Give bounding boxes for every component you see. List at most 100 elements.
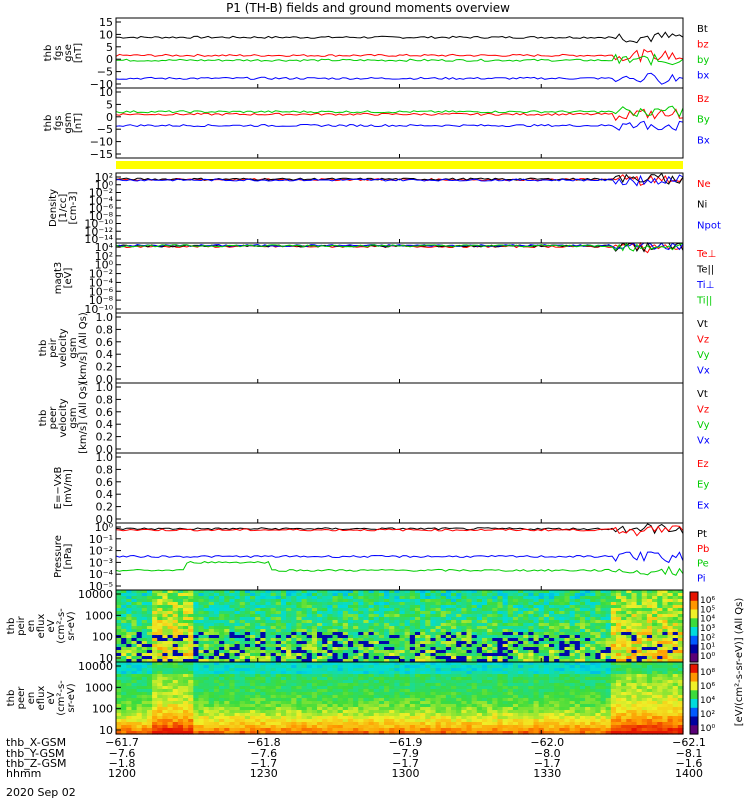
spectrogram-cell <box>487 659 493 663</box>
spectrogram-cell <box>456 728 462 732</box>
spectrogram-cell <box>162 614 169 618</box>
spectrogram-cell <box>208 674 215 678</box>
spectrogram-cell <box>466 611 473 615</box>
spectrogram-cell <box>430 716 437 720</box>
spectrogram-cell <box>420 728 426 732</box>
spectrogram-cell <box>481 599 488 603</box>
spectrogram-cell <box>234 632 241 636</box>
spectrogram-cell <box>188 659 194 663</box>
spectrogram-cell <box>420 722 426 726</box>
spectrogram-cell <box>337 692 344 696</box>
spectrogram-cell <box>193 638 200 642</box>
spectrogram-cell <box>327 671 334 675</box>
spectrogram-cell <box>260 611 267 615</box>
spectrogram-cell <box>538 650 545 654</box>
y-tick-label: 10000 <box>78 588 113 601</box>
spectrogram-cell <box>213 722 220 726</box>
spectrogram-cell <box>574 596 581 600</box>
spectrogram-cell <box>353 602 359 606</box>
spectrogram-cell <box>280 626 287 630</box>
spectrogram-cell <box>399 671 406 675</box>
spectrogram-cell <box>579 635 586 639</box>
spectrogram-cell <box>600 605 607 609</box>
spectrogram-cell <box>554 644 560 648</box>
spectrogram-cell <box>389 626 395 630</box>
spectrogram-cell <box>353 641 359 645</box>
spectrogram-cell <box>126 599 133 603</box>
spectrogram-cell <box>162 659 169 663</box>
spectrogram-cell <box>126 605 133 609</box>
spectrogram-cell <box>445 662 452 666</box>
spectrogram-cell <box>213 596 220 600</box>
spectrogram-cell <box>255 590 261 594</box>
spectrogram-cell <box>414 674 421 678</box>
spectrogram-cell <box>481 644 488 648</box>
spectrogram-cell <box>291 590 297 594</box>
spectrogram-cell <box>167 677 174 681</box>
spectrogram-cell <box>554 623 560 627</box>
spectrogram-cell <box>332 731 339 735</box>
spectrogram-cell <box>306 611 313 615</box>
spectrogram-cell <box>378 605 385 609</box>
spectrogram-cell <box>440 698 447 702</box>
spectrogram-cell <box>213 719 220 723</box>
spectrogram-cell <box>456 647 462 651</box>
spectrogram-cell <box>203 674 210 678</box>
spectrogram-cell <box>296 668 303 672</box>
spectrogram-cell <box>208 683 215 687</box>
spectrogram-cell <box>394 665 401 669</box>
spectrogram-cell <box>502 710 509 714</box>
spectrogram-cell <box>409 707 416 711</box>
spectrogram-cell <box>615 599 622 603</box>
spectrogram-cell <box>260 686 267 690</box>
spectrogram-cell <box>280 620 287 624</box>
spectrogram-cell <box>239 707 246 711</box>
spectrogram-cell <box>425 659 432 663</box>
spectrogram-cell <box>435 668 442 672</box>
spectrogram-cell <box>394 668 401 672</box>
spectrogram-cell <box>378 611 385 615</box>
spectrogram-cell <box>481 596 488 600</box>
spectrogram-cell <box>172 686 179 690</box>
spectrogram-cell <box>322 692 328 696</box>
spectrogram-cell <box>327 632 334 636</box>
spectrogram-cell <box>342 605 349 609</box>
spectrogram-cell <box>280 650 287 654</box>
spectrogram-cell <box>476 731 483 735</box>
spectrogram-cell <box>146 683 153 687</box>
spectrogram-cell <box>394 677 401 681</box>
spectrogram-cell <box>420 701 426 705</box>
spectrogram-cell <box>188 641 194 645</box>
spectrogram-cell <box>219 602 225 606</box>
spectrogram-cell <box>476 671 483 675</box>
spectrogram-cell <box>126 656 133 660</box>
spectrogram-cell <box>208 713 215 717</box>
spectrogram-cell <box>435 608 442 612</box>
spectrogram-cell <box>208 593 215 597</box>
spectrogram-cell <box>146 662 153 666</box>
spectrogram-cell <box>203 644 210 648</box>
spectrogram-cell <box>167 698 174 702</box>
spectrogram-cell <box>667 659 674 663</box>
spectrogram-cell <box>301 731 308 735</box>
spectrogram-cell <box>476 605 483 609</box>
legend-Ti⊥: Ti⊥ <box>696 280 714 291</box>
spectrogram-cell <box>152 617 158 621</box>
spectrogram-cell <box>152 674 158 678</box>
spectrogram-cell <box>512 629 519 633</box>
spectrogram-cell <box>193 698 200 702</box>
spectrogram-cell <box>502 674 509 678</box>
spectrogram-cell <box>116 671 122 675</box>
spectrogram-cell <box>507 620 514 624</box>
spectrogram-cell <box>332 698 339 702</box>
spectrogram-cell <box>497 707 504 711</box>
spectrogram-cell <box>208 665 215 669</box>
spectrogram-cell <box>162 626 169 630</box>
spectrogram-cell <box>172 680 179 684</box>
spectrogram-cell <box>198 680 205 684</box>
spectrogram-cell <box>523 701 529 705</box>
spectrogram-cell <box>342 665 349 669</box>
spectrogram-cell <box>363 605 370 609</box>
spectrogram-cell <box>440 683 447 687</box>
spectrogram-cell <box>523 638 529 642</box>
